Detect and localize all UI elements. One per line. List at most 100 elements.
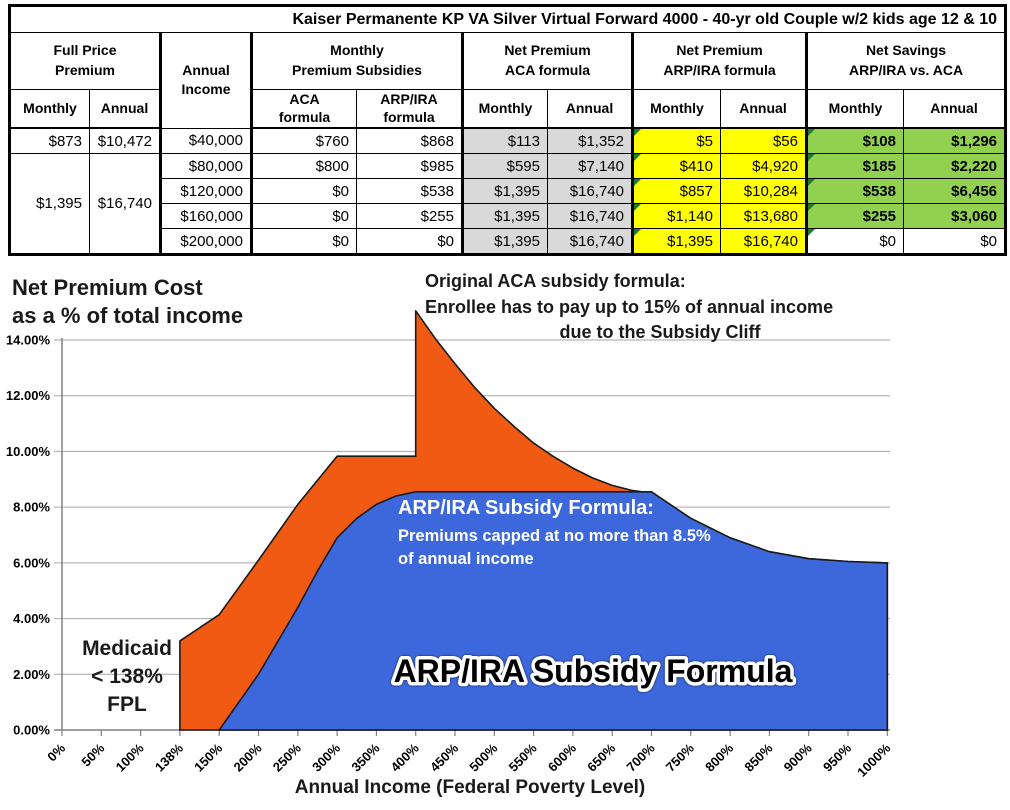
group-header-cell: Net Savings ARP/IRA vs. ACA (804, 32, 1007, 90)
aca-annotation-line3: due to the Subsidy Cliff (560, 322, 762, 342)
table-cell: $16,740 (720, 228, 807, 255)
x-axis-label: 1000% (854, 740, 894, 780)
table-cell: $1,395 (461, 203, 548, 229)
y-axis-label: 12.00% (6, 388, 51, 403)
x-axis-label: 50% (78, 740, 107, 769)
cell-corner-indicator (809, 179, 815, 186)
x-axis-label: 350% (348, 740, 382, 774)
medicaid-annotation-line1: Medicaid (82, 637, 172, 660)
sub-header-cell: Monthly (631, 89, 721, 129)
x-axis-label: 250% (270, 740, 304, 774)
table-cell: $1,395 (631, 228, 721, 255)
sub-header-cell: Monthly (9, 89, 90, 129)
table-cell: $185 (805, 153, 904, 179)
sub-header-cell: Monthly (805, 89, 904, 129)
cell-corner-indicator (809, 204, 815, 211)
table-cell: $40,000 (159, 127, 252, 154)
sub-header-cell: Annual (720, 89, 807, 129)
sub-header-cell: ARP/IRA formula (356, 89, 463, 129)
table-cell: $873 (9, 127, 90, 154)
y-axis-label: 0.00% (13, 723, 50, 738)
table-cell: $6,456 (902, 178, 1007, 204)
table-cell: $1,296 (902, 127, 1007, 154)
x-axis-label: 600% (545, 740, 579, 774)
chart-title-line2: as a % of total income (12, 303, 243, 328)
table-cell: $56 (720, 127, 807, 154)
x-axis-label: 400% (388, 740, 422, 774)
table-cell: $1,395 (461, 228, 548, 255)
table-cell: $80,000 (159, 153, 252, 179)
table-title: Kaiser Permanente KP VA Silver Virtual F… (8, 5, 1007, 33)
x-axis-label: 650% (584, 740, 618, 774)
table-cell: $10,284 (720, 178, 807, 204)
chart-title-line1: Net Premium Cost (12, 275, 203, 300)
group-header-cell: Monthly Premium Subsidies (250, 32, 463, 90)
arp-area (218, 491, 889, 731)
table-cell: $868 (356, 127, 463, 154)
y-axis-label: 2.00% (13, 667, 50, 682)
arp-annotation-line3: of annual income (398, 550, 534, 568)
x-axis-label: 900% (781, 740, 815, 774)
table-cell: $255 (805, 203, 904, 229)
aca-annotation-line2: Enrollee has to pay up to 15% of annual … (425, 297, 833, 317)
y-axis-label: 4.00% (13, 611, 50, 626)
table-cell: $108 (805, 127, 904, 154)
cell-corner-indicator (809, 129, 815, 136)
y-axis-label: 6.00% (13, 555, 50, 570)
table-cell: $200,000 (159, 228, 252, 255)
table-cell: $0 (805, 228, 904, 255)
x-axis-title: Annual Income (Federal Poverty Level) (295, 777, 646, 798)
table-cell: $0 (250, 228, 357, 255)
table-cell: $800 (250, 153, 357, 179)
table-cell: $1,140 (631, 203, 721, 229)
table-cell: $120,000 (159, 178, 252, 204)
x-axis-label: 150% (191, 740, 225, 774)
table-cell: $760 (250, 127, 357, 154)
group-header-cell: Net Premium ACA formula (461, 32, 633, 90)
arp-big-label: ARP/IRA Subsidy Formula (394, 653, 793, 689)
table-cell: $5 (631, 127, 721, 154)
table-cell: $113 (461, 127, 548, 154)
cell-corner-indicator (635, 204, 641, 211)
table-cell: $410 (631, 153, 721, 179)
table-cell: $160,000 (159, 203, 252, 229)
table-cell: $255 (356, 203, 463, 229)
y-axis-label: 8.00% (13, 500, 50, 515)
table-cell: $7,140 (547, 153, 633, 179)
arp-annotation-line1: ARP/IRA Subsidy Formula: (398, 497, 654, 519)
table-cell: $985 (356, 153, 463, 179)
medicaid-annotation-line2: < 138% (91, 665, 163, 688)
y-axis-label: 14.00% (6, 333, 51, 348)
table-cell: $13,680 (720, 203, 807, 229)
cell-corner-indicator (635, 229, 641, 236)
sub-header-cell: Annual (547, 89, 633, 129)
table-cell: $857 (631, 178, 721, 204)
premium-comparison-table: Kaiser Permanente KP VA Silver Virtual F… (8, 4, 1008, 256)
aca-annotation-line1: Original ACA subsidy formula: (425, 271, 686, 291)
table-cell: $16,740 (547, 178, 633, 204)
table-cell: $0 (250, 203, 357, 229)
table-cell: $1,352 (547, 127, 633, 154)
x-axis-label: 450% (427, 740, 461, 774)
table-cell: $595 (461, 153, 548, 179)
x-axis-label: 800% (702, 740, 736, 774)
y-axis-label: 10.00% (6, 444, 51, 459)
table-cell: $2,220 (902, 153, 1007, 179)
x-axis-label: 0% (44, 740, 68, 764)
net-premium-chart: 0.00% 2.00% 4.00% 6.00% 8.00% 10.00% 12.00% 14.… (6, 271, 894, 798)
table-cell: $1,395 (9, 153, 90, 255)
sub-header-cell: ACA formula (250, 89, 357, 129)
sub-header-cell: Annual (89, 89, 161, 129)
table-cell: $0 (902, 228, 1007, 255)
cell-corner-indicator (635, 179, 641, 186)
table-cell: $538 (805, 178, 904, 204)
cell-corner-indicator (809, 154, 815, 161)
x-axis-label: 300% (309, 740, 343, 774)
sub-header-cell: Monthly (461, 89, 548, 129)
table-cell: $10,472 (89, 127, 161, 154)
arp-annotation-line2: Premiums capped at no more than 8.5% (398, 527, 711, 545)
cell-corner-indicator (809, 229, 815, 236)
group-header-cell: Annual Income (159, 32, 252, 129)
table-cell: $4,920 (720, 153, 807, 179)
